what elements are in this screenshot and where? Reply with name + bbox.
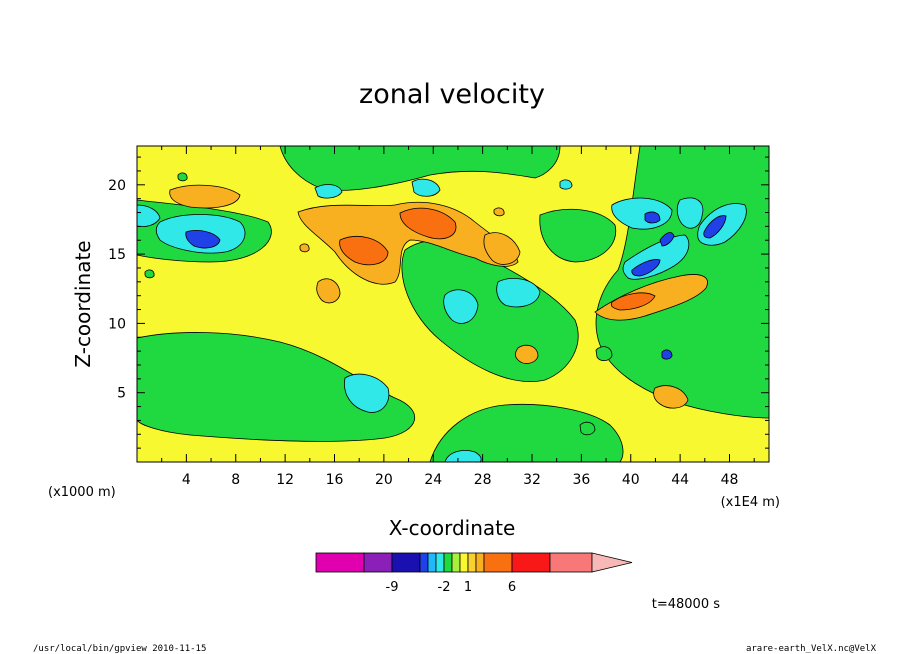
x-tick-label: 28	[474, 472, 492, 488]
colorbar-box	[427, 552, 437, 573]
colorbar-box	[363, 552, 393, 573]
colorbar-extend-arrow	[591, 552, 633, 573]
axis-ticks	[137, 146, 769, 462]
colorbar-box	[483, 552, 513, 573]
y-tick-label: 15	[108, 247, 126, 263]
colorbar-box	[511, 552, 551, 573]
contour-region-orange-small-3	[653, 385, 689, 409]
contour-region-blue-right-4	[659, 232, 675, 247]
colorbar-tick-label: 6	[508, 580, 516, 595]
contour-region-orange-small-2	[514, 344, 539, 364]
plot-frame	[136, 145, 770, 463]
contour-region-cyan-mid	[443, 289, 479, 324]
x-tick-label: 44	[671, 472, 689, 488]
contour-region-blue-right-2	[631, 259, 661, 277]
contour-region-orange-small-1	[316, 278, 341, 304]
contour-region-cyan-mid-right	[496, 277, 541, 308]
x-axis-label: X-coordinate	[389, 516, 516, 540]
colorbar-tick-label: -9	[386, 580, 399, 595]
contour-region-cyan-top-2	[411, 178, 441, 197]
contour-region-cyan-top-1	[314, 184, 343, 199]
time-label: t=48000 s	[652, 597, 720, 612]
chart-title: zonal velocity	[359, 79, 545, 110]
contour-region-orange-small-4	[299, 243, 310, 253]
colorbar-box	[419, 552, 429, 573]
footer-right: arare-earth_VelX.nc@VelX	[746, 644, 877, 654]
contour-region-green-bottom	[429, 404, 624, 462]
x-tick-label: 48	[721, 472, 739, 488]
colorbar-box	[459, 552, 469, 573]
y-tick-label: 20	[108, 178, 126, 194]
contour-region-orange-upper-left	[169, 184, 241, 209]
y-axis-label: Z-coordinate	[71, 240, 95, 367]
colorbar-labels: -9 -2 1 6	[386, 580, 517, 595]
colorbar	[315, 552, 633, 573]
contour-region-green-small-3	[595, 346, 613, 362]
y-tick-label: 10	[108, 316, 126, 332]
x-tick-label: 12	[276, 472, 294, 488]
contour-region-green-small-1	[177, 172, 188, 182]
contour-region-darkorange-right	[610, 292, 656, 311]
contour-region-cyan-right-2	[676, 197, 704, 229]
contour-field	[137, 146, 769, 462]
contour-region-cyan-edge	[137, 204, 161, 227]
contour-region-green-small-4	[579, 421, 596, 436]
x-tick-label: 16	[326, 472, 344, 488]
contour-region-green-small-2	[144, 269, 155, 279]
contour-region-green-top	[279, 146, 561, 191]
contour-region-orange-mid-right	[483, 232, 521, 265]
contour-region-green-left-band	[137, 332, 415, 442]
colorbar-box	[549, 552, 593, 573]
contour-region-orange-ridge	[297, 201, 519, 285]
contour-region-cyan-lower	[344, 373, 390, 413]
colorbar-box	[475, 552, 485, 573]
y-tick-label: 5	[117, 386, 126, 402]
x-tick-label: 40	[622, 472, 640, 488]
x-tick-label: 8	[231, 472, 240, 488]
colorbar-box	[435, 552, 445, 573]
contour-region-darkorange-core-2	[339, 236, 389, 266]
colorbar-box	[451, 552, 461, 573]
colorbar-box	[391, 552, 421, 573]
contour-region-blue-left	[185, 230, 221, 249]
x-scale-label: (x1E4 m)	[721, 495, 780, 510]
x-tick-label: 4	[182, 472, 191, 488]
x-tick-label: 36	[572, 472, 590, 488]
contour-region-darkorange-core-1	[399, 207, 457, 240]
x-offset-label: (x1000 m)	[48, 485, 116, 500]
x-tick-label: 32	[523, 472, 541, 488]
contour-region-cyan-bottom	[444, 450, 482, 462]
contour-region-blue-small	[661, 349, 673, 360]
contour-region-cyan-small-1	[559, 179, 573, 190]
contour-region-green-upper-mid	[539, 208, 617, 263]
colorbar-box	[443, 552, 453, 573]
contour-region-orange-small-5	[493, 207, 505, 217]
colorbar-box	[315, 552, 365, 573]
contour-region-blue-right-3	[703, 215, 727, 239]
colorbar-tick-label: 1	[464, 580, 472, 595]
colorbar-tick-label: -2	[438, 580, 451, 595]
x-tick-label: 24	[424, 472, 442, 488]
colorbar-box	[467, 552, 477, 573]
footer-left: /usr/local/bin/gpview 2010-11-15	[33, 644, 206, 654]
contour-region-blue-right-1	[644, 211, 661, 224]
x-tick-label: 20	[375, 472, 393, 488]
